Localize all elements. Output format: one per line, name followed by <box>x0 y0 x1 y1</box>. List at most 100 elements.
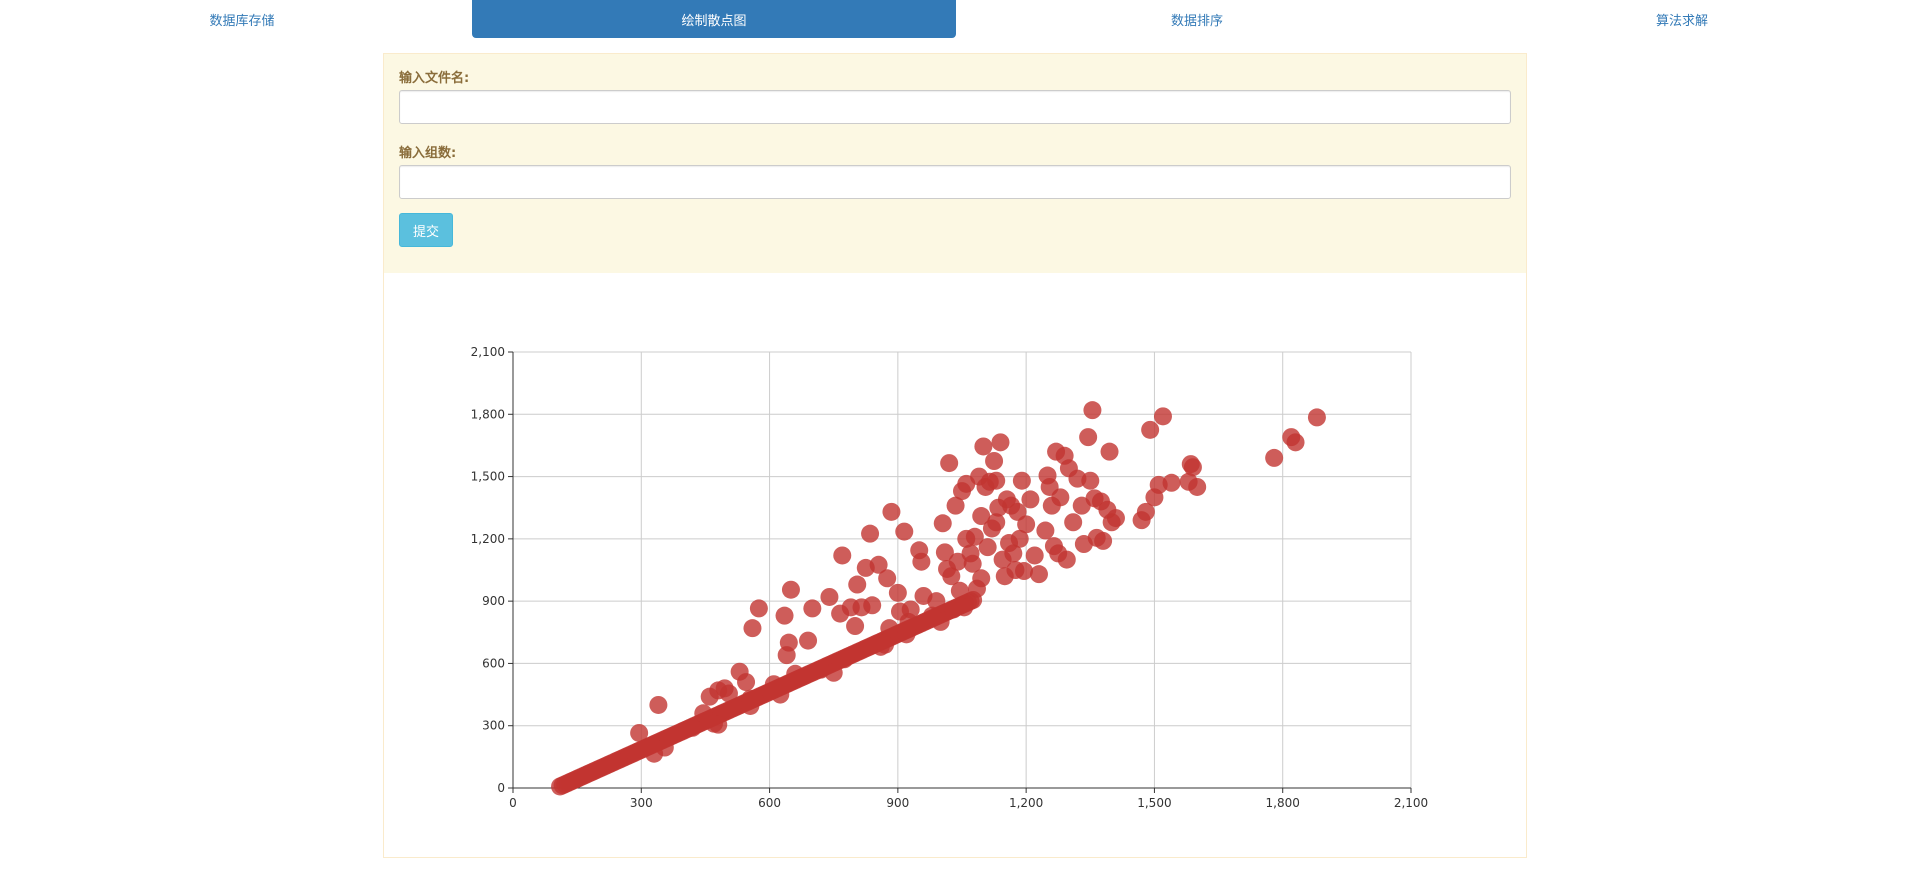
scatter-point <box>1162 473 1181 492</box>
scatter-point <box>1021 490 1040 509</box>
scatter-point <box>1286 433 1305 452</box>
scatter-point <box>869 555 888 574</box>
scatter-point <box>1025 546 1044 565</box>
scatter-point <box>1057 550 1076 569</box>
scatter-point <box>1307 408 1326 427</box>
x-tick-label: 0 <box>509 796 517 810</box>
x-tick-label: 900 <box>886 796 909 810</box>
scatter-point <box>737 673 756 692</box>
scatter-point <box>719 684 738 703</box>
scatter-point <box>987 513 1006 532</box>
chart-panel: 0 300 600 900 1,200 1,500 1,800 2,100 0 300 600 900… <box>383 273 1527 858</box>
scatter-point <box>940 454 959 473</box>
y-tick-label: 1,800 <box>471 407 505 421</box>
scatter-point <box>895 522 914 541</box>
scatter-point <box>824 663 843 682</box>
scatter-point <box>786 664 805 683</box>
scatter-point <box>1094 531 1113 550</box>
scatter-point <box>963 554 982 573</box>
scatter-point <box>1010 529 1029 548</box>
x-tick-label: 1,200 <box>1009 796 1043 810</box>
scatter-point <box>775 606 794 625</box>
y-tick-label: 0 <box>497 781 505 795</box>
scatter-point <box>876 635 895 654</box>
scatter-point <box>781 580 800 599</box>
y-tick-label: 300 <box>482 719 505 733</box>
chart-grid <box>513 351 1412 788</box>
scatter-point <box>1051 488 1070 507</box>
scatter-point <box>820 587 839 606</box>
scatter-point <box>1183 458 1202 477</box>
scatter-point <box>846 617 865 636</box>
scatter-point <box>1036 521 1055 540</box>
groups-label: 输入组数: <box>399 146 457 161</box>
scatter-point <box>1136 502 1155 521</box>
scatter-point <box>749 599 768 618</box>
scatter-point <box>630 723 649 742</box>
scatter-point <box>655 738 674 757</box>
scatter-point <box>912 552 931 571</box>
scatter-point <box>882 502 901 521</box>
scatter-point <box>942 567 961 586</box>
scatter-point <box>803 599 822 618</box>
scatter-point <box>741 689 760 708</box>
scatter-point <box>1081 471 1100 490</box>
scatter-point <box>1012 471 1031 490</box>
scatter-point <box>649 695 668 714</box>
x-tick-label: 600 <box>758 796 781 810</box>
scatter-point <box>946 496 965 515</box>
y-tick-label: 600 <box>482 656 505 670</box>
scatter-point <box>1106 509 1125 528</box>
scatter-point <box>878 569 897 588</box>
y-tick-label: 1,200 <box>471 532 505 546</box>
x-tick-label: 1,800 <box>1266 796 1300 810</box>
tab-draw-scatter[interactable]: 绘制散点图 <box>472 0 956 38</box>
input-form-panel: 输入文件名: 输入组数: 提交 <box>383 53 1527 273</box>
scatter-point <box>933 514 952 533</box>
filename-label: 输入文件名: <box>399 71 470 86</box>
scatter-point <box>835 650 854 669</box>
scatter-point <box>972 569 991 588</box>
scatter-point <box>931 612 950 631</box>
scatter-point <box>1017 515 1036 534</box>
scatter-point <box>863 596 882 615</box>
scatter-point <box>901 600 920 619</box>
scatter-point <box>978 538 997 557</box>
scatter-point <box>1083 401 1102 420</box>
chart-axes <box>508 351 1412 793</box>
y-tick-label: 1,500 <box>471 470 505 484</box>
submit-button[interactable]: 提交 <box>399 213 453 247</box>
scatter-point <box>1265 448 1284 467</box>
scatter-point <box>1079 428 1098 447</box>
scatter-point <box>743 619 762 638</box>
tab-algorithm-solve[interactable]: 算法求解 <box>1655 13 1708 29</box>
scatter-point <box>880 619 899 638</box>
scatter-point <box>965 527 984 546</box>
scatter-point <box>888 583 907 602</box>
scatter-point <box>771 685 790 704</box>
scatter-point <box>985 452 1004 470</box>
y-tick-label: 2,100 <box>471 345 505 359</box>
scatter-point <box>848 575 867 594</box>
scatter-point <box>799 631 818 650</box>
scatter-point <box>1100 442 1119 461</box>
scatter-point <box>1004 544 1023 563</box>
filename-input[interactable] <box>399 90 1511 124</box>
tab-data-sort[interactable]: 数据排序 <box>1170 13 1223 29</box>
scatter-point <box>948 552 967 571</box>
scatter-point <box>972 507 991 526</box>
scatter-point <box>955 598 974 617</box>
scatter-point <box>683 718 702 737</box>
scatter-point <box>1029 565 1048 584</box>
scatter-point <box>709 715 728 734</box>
scatter-point <box>779 633 798 652</box>
scatter-point <box>1064 513 1083 532</box>
scatter-point <box>1015 562 1034 581</box>
scatter-point <box>1188 477 1207 496</box>
scatter-chart: 0 300 600 900 1,200 1,500 1,800 2,100 0 300 600 900… <box>471 345 1429 810</box>
scatter-point <box>935 543 954 562</box>
tab-database-storage[interactable]: 数据库存储 <box>209 13 275 29</box>
scatter-point <box>991 433 1010 452</box>
x-tick-label: 1,500 <box>1137 796 1171 810</box>
groups-input[interactable] <box>399 165 1511 199</box>
